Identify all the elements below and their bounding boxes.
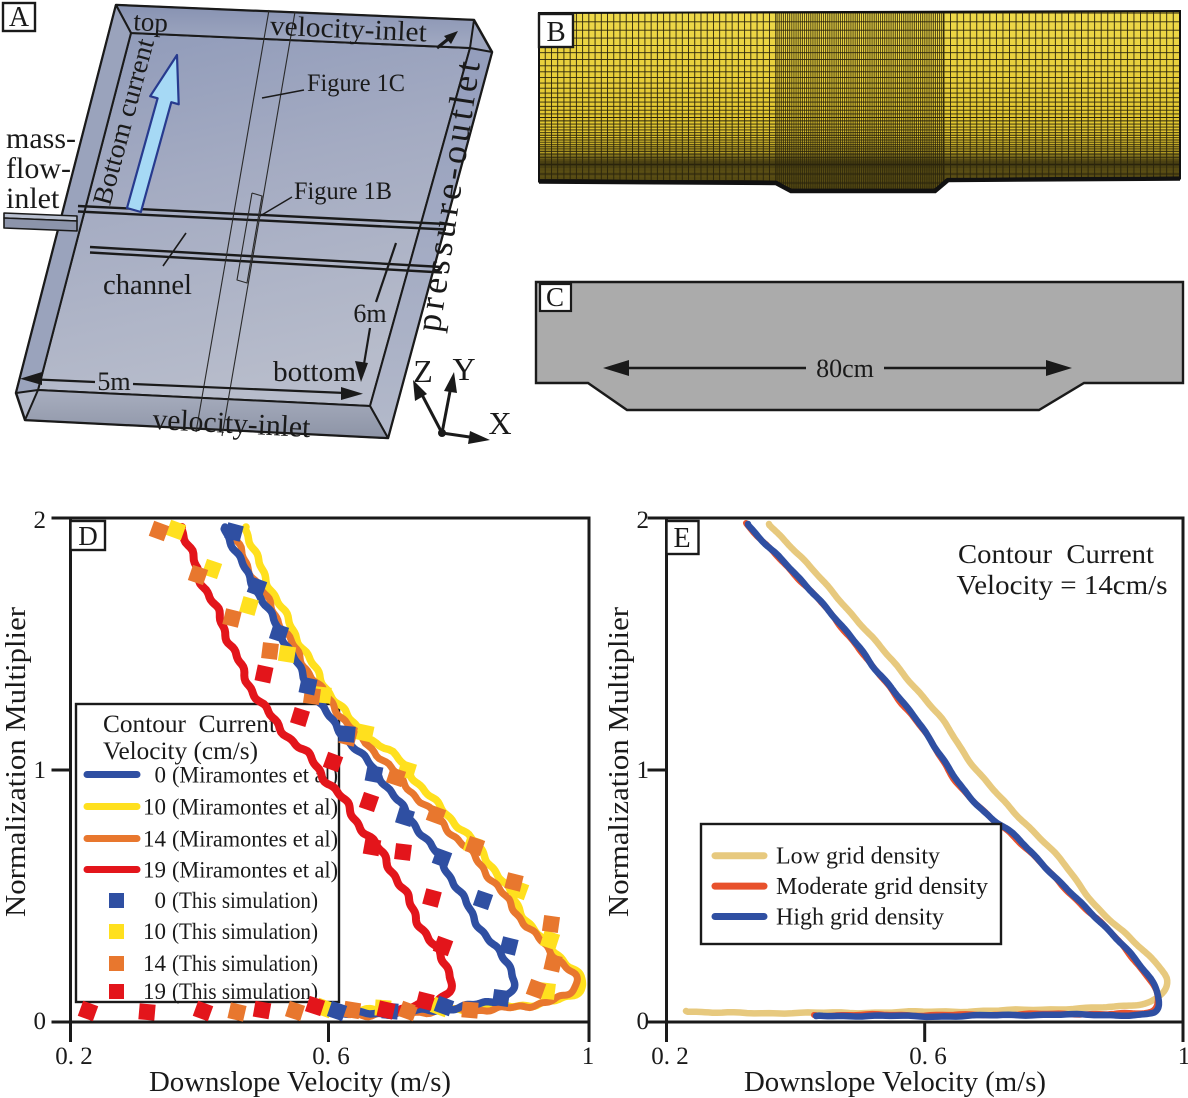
svg-text:C: C <box>546 282 564 312</box>
svg-text:Z: Z <box>413 353 433 389</box>
svg-text:bottom: bottom <box>273 356 356 388</box>
svg-text:B: B <box>546 16 565 48</box>
svg-text:Figure 1B: Figure 1B <box>294 178 392 205</box>
svg-text:X: X <box>488 405 511 441</box>
svg-text:10: 10 <box>143 919 166 944</box>
svg-text:1: 1 <box>582 1043 595 1070</box>
svg-text:A: A <box>9 2 30 33</box>
svg-text:1: 1 <box>1178 1043 1188 1070</box>
svg-text:2: 2 <box>34 507 47 534</box>
svg-text:5m: 5m <box>97 367 130 396</box>
svg-text:(Miramontes et al): (Miramontes et al) <box>172 858 338 883</box>
svg-text:velocity-inlet: velocity-inlet <box>152 403 312 444</box>
svg-text:0: 0 <box>155 888 167 913</box>
svg-text:inlet: inlet <box>6 182 60 215</box>
svg-text:(This simulation): (This simulation) <box>172 888 318 913</box>
svg-text:0. 6: 0. 6 <box>909 1043 947 1070</box>
svg-text:Figure 1C: Figure 1C <box>307 70 405 97</box>
svg-text:(Miramontes et al): (Miramontes et al) <box>172 827 338 852</box>
svg-text:14: 14 <box>143 951 167 976</box>
svg-text:0: 0 <box>637 1008 650 1035</box>
svg-text:mass-: mass- <box>6 122 76 155</box>
svg-text:(This simulation): (This simulation) <box>172 951 318 976</box>
svg-text:2: 2 <box>637 507 650 534</box>
svg-text:10: 10 <box>143 795 166 820</box>
svg-text:0. 6: 0. 6 <box>312 1043 350 1070</box>
svg-text:flow-: flow- <box>6 152 71 185</box>
svg-text:Velocity = 14cm/s: Velocity = 14cm/s <box>957 569 1168 600</box>
svg-text:19: 19 <box>143 858 166 883</box>
svg-text:1: 1 <box>637 757 650 784</box>
svg-text:Contour Current: Contour Current <box>103 711 276 738</box>
svg-text:channel: channel <box>103 270 192 301</box>
svg-text:(Miramontes et al): (Miramontes et al) <box>172 795 338 820</box>
svg-text:E: E <box>673 523 690 554</box>
svg-text:velocity-inlet: velocity-inlet <box>269 11 427 49</box>
svg-text:Downslope Velocity (m/s): Downslope Velocity (m/s) <box>744 1067 1046 1098</box>
svg-text:(This simulation): (This simulation) <box>172 979 318 1004</box>
svg-text:Velocity (cm/s): Velocity (cm/s) <box>103 738 258 765</box>
svg-text:19: 19 <box>143 979 166 1004</box>
svg-text:Moderate grid density: Moderate grid density <box>776 874 988 900</box>
svg-text:Contour Current: Contour Current <box>958 538 1154 569</box>
svg-text:80cm: 80cm <box>816 354 874 383</box>
svg-text:0. 2: 0. 2 <box>55 1043 93 1070</box>
svg-text:Normalization Multiplier: Normalization Multiplier <box>1 606 32 917</box>
svg-text:Y: Y <box>452 351 475 387</box>
svg-text:0: 0 <box>34 1008 47 1035</box>
svg-text:Downslope Velocity (m/s): Downslope Velocity (m/s) <box>149 1067 451 1098</box>
svg-text:14: 14 <box>143 827 167 852</box>
svg-text:0: 0 <box>155 763 167 788</box>
svg-text:0. 2: 0. 2 <box>651 1043 689 1070</box>
svg-text:top: top <box>133 6 169 38</box>
svg-text:(Miramontes et al): (Miramontes et al) <box>172 763 338 788</box>
svg-text:Normalization Multiplier: Normalization Multiplier <box>604 606 635 917</box>
svg-text:D: D <box>78 521 98 551</box>
svg-text:6m: 6m <box>353 299 386 328</box>
svg-text:1: 1 <box>34 757 47 784</box>
svg-text:High grid density: High grid density <box>776 905 944 931</box>
svg-text:(This simulation): (This simulation) <box>172 919 318 944</box>
svg-text:Low grid density: Low grid density <box>776 844 940 870</box>
